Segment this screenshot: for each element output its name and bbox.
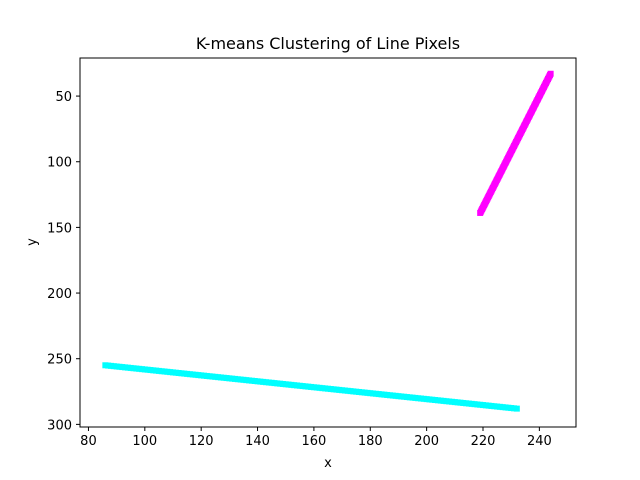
data-point-series-1 bbox=[513, 405, 520, 412]
x-tick-label: 160 bbox=[301, 434, 326, 449]
x-tick-label: 120 bbox=[189, 434, 214, 449]
x-tick-label: 240 bbox=[527, 434, 552, 449]
y-tick-label: 50 bbox=[55, 90, 72, 105]
x-tick-label: 200 bbox=[414, 434, 439, 449]
y-axis: 50 100 150 200 250 300 bbox=[47, 90, 80, 433]
x-axis-label: x bbox=[324, 456, 332, 471]
y-tick-label: 100 bbox=[47, 156, 72, 171]
y-tick-label: 150 bbox=[47, 221, 72, 236]
plot-frame bbox=[79, 57, 577, 428]
chart-title: K-means Clustering of Line Pixels bbox=[196, 34, 460, 53]
x-tick-label: 180 bbox=[358, 434, 383, 449]
y-tick-label: 250 bbox=[47, 353, 72, 368]
y-tick-label: 300 bbox=[47, 418, 72, 433]
y-axis-label: y bbox=[25, 238, 40, 246]
data-point-series-2 bbox=[547, 70, 554, 77]
x-tick-label: 220 bbox=[471, 434, 496, 449]
x-tick-label: 140 bbox=[245, 434, 270, 449]
x-axis: 80 100 120 140 160 180 200 220 240 bbox=[80, 427, 552, 449]
x-tick-label: 100 bbox=[132, 434, 157, 449]
y-tick-label: 200 bbox=[47, 287, 72, 302]
data-points bbox=[102, 70, 554, 412]
x-tick-label: 80 bbox=[80, 434, 97, 449]
